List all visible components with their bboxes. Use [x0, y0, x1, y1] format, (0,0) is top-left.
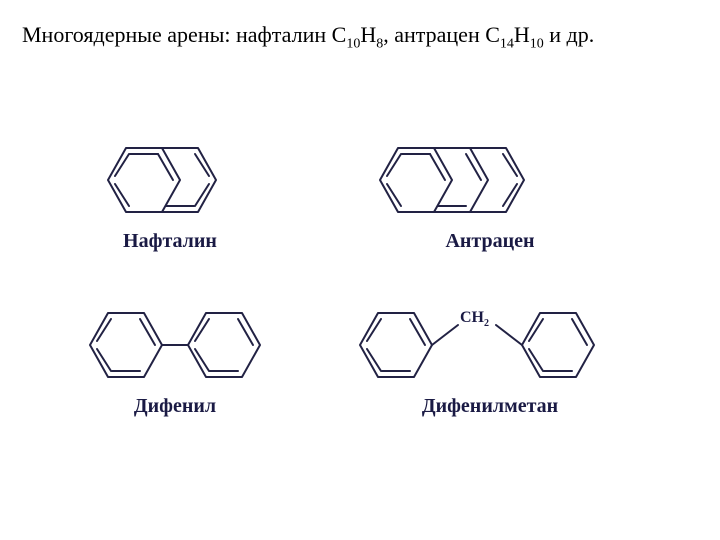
biphenyl-label: Дифенил — [60, 395, 290, 418]
title-text-3: , антрацен C — [383, 22, 500, 47]
biphenyl-svg — [60, 295, 290, 395]
ch2-sub: 2 — [484, 318, 489, 329]
structure-biphenyl: Дифенил — [60, 295, 290, 418]
title-text-1: Многоядерные арены: нафталин C — [22, 22, 346, 47]
structure-naphthalene: Нафталин — [70, 130, 270, 253]
title-sub-1: 10 — [346, 36, 360, 51]
title-text-5: и др. — [544, 22, 594, 47]
structure-anthracene: Антрацен — [350, 130, 630, 253]
structure-diphenylmethane: CH2 Дифенилметан — [340, 295, 640, 418]
naphthalene-label: Нафталин — [70, 230, 270, 253]
ch2-text: CH — [460, 309, 484, 326]
structures-container: Нафталин Ан — [60, 130, 660, 490]
anthracene-svg — [350, 130, 630, 230]
title-sub-4: 10 — [530, 36, 544, 51]
title-sub-3: 14 — [500, 36, 514, 51]
naphthalene-svg-clean — [70, 130, 270, 230]
ch2-label: CH2 — [460, 309, 489, 329]
page-title: Многоядерные арены: нафталин C10H8, антр… — [22, 22, 594, 52]
diphenylmethane-svg — [340, 295, 640, 395]
anthracene-label: Антрацен — [350, 230, 630, 253]
title-text-2: H — [360, 22, 376, 47]
diphenylmethane-label: Дифенилметан — [340, 395, 640, 418]
title-text-4: H — [514, 22, 530, 47]
